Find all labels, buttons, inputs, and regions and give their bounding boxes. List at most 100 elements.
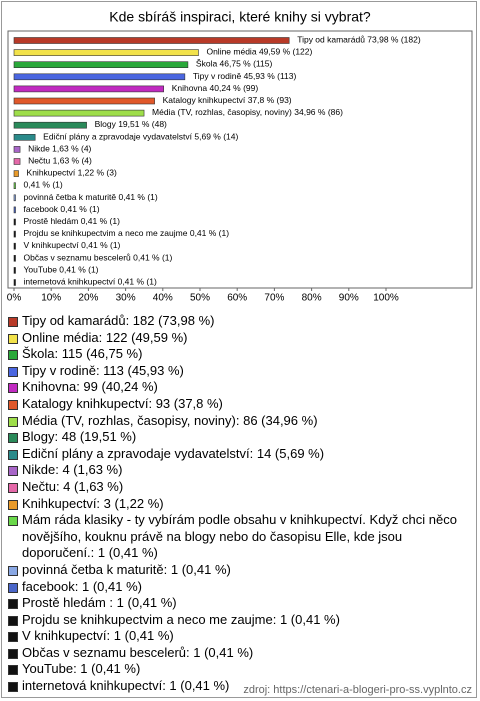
category-label: Nečtu [28, 156, 50, 166]
bar-label: Online média 49,59 % (122) [206, 47, 312, 57]
bar [13, 230, 16, 238]
legend-swatch [8, 599, 18, 610]
legend-label: Knihkupectví: 3 (1,22 %) [22, 495, 164, 511]
bar-label: Knihkupectví 1,22 % (3) [27, 168, 117, 178]
legend-label: Nečtu: 4 (1,63 %) [22, 478, 124, 494]
bar-label: Prostě hledám 0,41 % (1) [24, 216, 121, 226]
legend-item: povinná četba k maturitě: 1 (0,41 %) [8, 562, 470, 579]
legend-swatch [8, 333, 18, 344]
legend-label: Tipy od kamarádů: 182 (73,98 %) [22, 313, 215, 328]
x-tick-label: 40% [153, 293, 173, 304]
legend-swatch [8, 399, 18, 410]
legend-item: Mám ráda klasiky - ty vybírám podle obsa… [8, 512, 470, 562]
bar [13, 109, 145, 117]
category-label: Ediční plány a zpravodaje vydavatelství [43, 132, 192, 142]
legend-item: Nikde: 4 (1,63 %) [8, 462, 470, 479]
value-label: 0,41 % (1) [119, 192, 158, 202]
value-label: 5,69 % (14) [194, 132, 238, 142]
plot-frame [7, 30, 473, 289]
legend-item: internetová knihkupectví: 1 (0,41 %) [8, 678, 470, 695]
value-label: 0,41 % (1) [24, 180, 63, 190]
category-label: Knihovna [172, 83, 208, 93]
legend-label: V knihkupectví: 1 (0,41 %) [22, 628, 174, 644]
category-label: Katalogy knihkupectví [163, 95, 246, 105]
bar-label: Tipy od kamarádů 73,98 % (182) [297, 35, 421, 45]
category-label: internetová knihkupectví [24, 277, 116, 287]
legend-swatch [8, 565, 18, 576]
legend-item: Prostě hledám : 1 (0,41 %) [8, 595, 470, 612]
legend-item: YouTube: 1 (0,41 %) [8, 661, 470, 678]
category-label: Tipy v rodině [193, 71, 242, 81]
value-label: 0,41 % (1) [118, 277, 157, 287]
x-tick-label: 70% [264, 293, 284, 304]
x-tick-label: 0% [7, 293, 22, 304]
legend-item: Katalogy knihkupectví: 93 (37,8 %) [8, 396, 470, 413]
legend-swatch [8, 416, 18, 427]
value-label: 46,75 % (115) [220, 59, 273, 69]
value-label: 0,41 % (1) [190, 228, 229, 238]
source: zdroj: https://ctenari-a-blogeri-pro-ss.… [243, 684, 472, 696]
x-tick-label: 50% [190, 293, 210, 304]
legend-swatch [8, 317, 18, 327]
bar [13, 170, 19, 177]
legend-swatch [8, 665, 18, 676]
bar [13, 206, 16, 214]
legend-swatch [8, 482, 18, 493]
value-label: 1,22 % (3) [78, 168, 117, 178]
value-label: 0,41 % (1) [81, 216, 120, 226]
bar-label: Tipy v rodině 45,93 % (113) [193, 71, 297, 81]
category-label: Knihkupectví [27, 168, 76, 178]
value-label: 0,41 % (1) [59, 265, 98, 275]
legend-item: Ediční plány a zpravodaje vydavatelství:… [8, 446, 470, 463]
legend-label: Tipy v rodině: 113 (45,93 %) [22, 362, 184, 378]
bar [13, 49, 199, 56]
legend-label: Prostě hledám : 1 (0,41 %) [22, 595, 177, 611]
legend-swatch [8, 366, 18, 377]
legend-item: Blogy: 48 (19,51 %) [8, 429, 470, 446]
legend-item: Tipy od kamarádů: 182 (73,98 %) [8, 313, 470, 330]
value-label: 1,63 % (4) [52, 144, 91, 154]
legend: Tipy od kamarádů: 182 (73,98 %) Online mé… [8, 313, 470, 695]
bar-label: Média (TV, rozhlas, časopisy, noviny) 34… [152, 107, 343, 117]
value-label: 37,8 % (93) [248, 95, 292, 105]
bar-label: internetová knihkupectví 0,41 % (1) [24, 277, 157, 287]
legend-item: V knihkupectví: 1 (0,41 %) [8, 628, 470, 645]
x-tick-label: 60% [227, 293, 247, 304]
legend-label: Katalogy knihkupectví: 93 (37,8 %) [22, 395, 223, 411]
legend-label: Mám ráda klasiky - ty vybírám podle obsa… [22, 512, 457, 561]
bar-label: Občas v seznamu bescelerů 0,41 % (1) [24, 253, 173, 263]
category-label: Tipy od kamarádů [297, 35, 365, 45]
legend-swatch [8, 449, 18, 460]
legend-swatch [8, 350, 18, 361]
bar [13, 85, 164, 93]
bar [13, 158, 21, 165]
legend-label: Nikde: 4 (1,63 %) [22, 462, 123, 478]
category-label: povinná četba k maturitě [24, 192, 117, 202]
bar [13, 267, 16, 274]
legend-swatch [8, 682, 18, 693]
legend-swatch [8, 648, 18, 659]
legend-label: Občas v seznamu bescelerů: 1 (0,41 %) [22, 644, 254, 660]
bar [13, 182, 16, 189]
legend-item: facebook: 1 (0,41 %) [8, 579, 470, 596]
x-tick-label: 30% [116, 293, 136, 304]
bar-label: Nečtu 1,63 % (4) [28, 156, 92, 166]
legend-label: Ediční plány a zpravodaje vydavatelství:… [22, 445, 325, 461]
bar-label: Projdu se knihkupectvim a neco me zaujme… [24, 228, 230, 238]
bar [13, 73, 186, 81]
legend-item: Škola: 115 (46,75 %) [8, 346, 470, 363]
bar-label: Nikde 1,63 % (4) [28, 144, 91, 154]
value-label: 19,51 % (48) [118, 119, 167, 129]
x-tick-label: 20% [78, 293, 98, 304]
legend-item: Občas v seznamu bescelerů: 1 (0,41 %) [8, 645, 470, 662]
legend-swatch [8, 433, 18, 444]
bar-label: Katalogy knihkupectví 37,8 % (93) [163, 95, 292, 105]
bar [13, 37, 290, 44]
value-label: 40,24 % (99) [210, 83, 259, 93]
bar-label: YouTube 0,41 % (1) [24, 265, 99, 275]
legend-item: Nečtu: 4 (1,63 %) [8, 479, 470, 496]
legend-item: Knihkupectví: 3 (1,22 %) [8, 496, 470, 513]
category-label: Média (TV, rozhlas, časopisy, noviny) [152, 107, 292, 117]
legend-label: Projdu se knihkupectvim a neco me zaujme… [22, 611, 340, 627]
chart-title: Kde sbíráš inspiraci, které knihy si vyb… [109, 9, 371, 25]
